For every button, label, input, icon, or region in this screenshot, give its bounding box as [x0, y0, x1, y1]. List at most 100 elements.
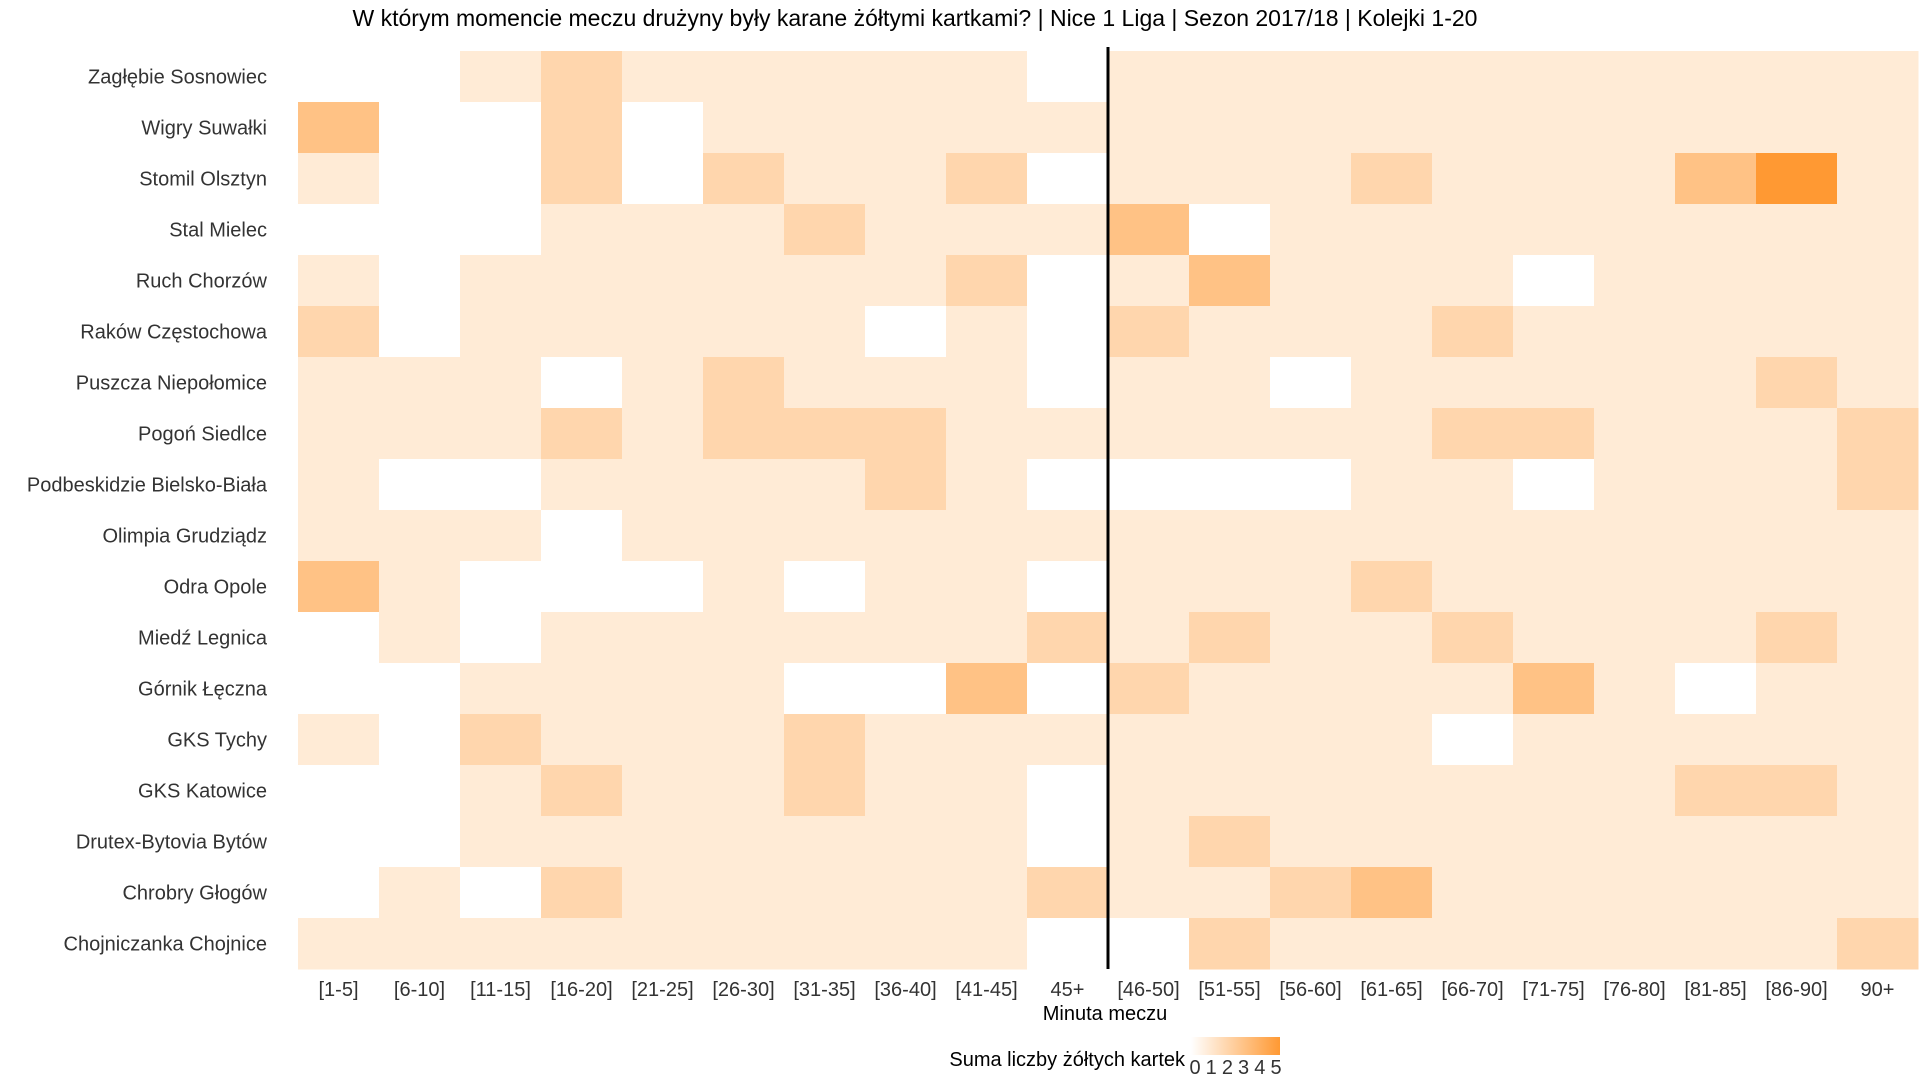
heatmap-cell	[1513, 714, 1595, 766]
y-tick-label-olimpia-grudziadz: Olimpia Grudziądz	[102, 526, 267, 548]
heatmap-cell	[865, 459, 947, 511]
heatmap-cell	[1432, 867, 1514, 919]
heatmap-cell	[1189, 255, 1271, 307]
heatmap-cell	[1594, 255, 1676, 307]
heatmap-cell	[1837, 714, 1919, 766]
heatmap-cell	[1675, 408, 1757, 460]
heatmap-cell	[379, 612, 461, 664]
heatmap-cell	[1594, 714, 1676, 766]
heatmap-cell	[460, 153, 542, 205]
heatmap-cell	[1189, 714, 1271, 766]
heatmap-cell	[1675, 867, 1757, 919]
heatmap-cell	[1756, 102, 1838, 154]
heatmap-cell	[703, 102, 785, 154]
heatmap-cell	[1027, 204, 1109, 256]
heatmap-cell	[1756, 153, 1838, 205]
heatmap-cell	[298, 306, 380, 358]
y-tick-label-puszcza-niepolomice: Puszcza Niepołomice	[76, 373, 267, 395]
heatmap-cell	[541, 255, 623, 307]
heatmap-cell	[1513, 867, 1595, 919]
legend-tick-label: 0	[1189, 1057, 1200, 1079]
heatmap-cell	[1594, 561, 1676, 613]
heatmap-cell	[946, 255, 1028, 307]
heatmap-cell	[622, 204, 704, 256]
heatmap-cell	[1270, 102, 1352, 154]
x-tick-label: [46-50]	[1117, 979, 1179, 1001]
heatmap-cell	[460, 408, 542, 460]
heatmap-cell	[541, 663, 623, 715]
heatmap-cell	[946, 204, 1028, 256]
heatmap-cell	[622, 867, 704, 919]
heatmap-cell	[784, 714, 866, 766]
heatmap-cell	[1027, 816, 1109, 868]
heatmap-cell	[622, 102, 704, 154]
heatmap-cell	[1756, 765, 1838, 817]
heatmap-cell	[865, 765, 947, 817]
y-tick-label-ruch-chorzow: Ruch Chorzów	[136, 271, 268, 293]
heatmap-cell	[541, 357, 623, 409]
heatmap-cell	[1027, 255, 1109, 307]
heatmap-cell	[622, 459, 704, 511]
heatmap-cell	[703, 612, 785, 664]
heatmap-cell	[784, 612, 866, 664]
heatmap-cell	[541, 51, 623, 103]
heatmap-cell	[541, 867, 623, 919]
heatmap-cell	[1756, 204, 1838, 256]
heatmap-cell	[1513, 612, 1595, 664]
heatmap-cell	[1513, 255, 1595, 307]
heatmap-cell	[865, 510, 947, 562]
heatmap-cell	[703, 408, 785, 460]
heatmap-cell	[1837, 306, 1919, 358]
heatmap-cell	[460, 918, 542, 970]
heatmap-cell	[1513, 51, 1595, 103]
heatmap-cell	[298, 918, 380, 970]
y-tick-label-rakow-czestochowa: Raków Częstochowa	[80, 322, 268, 344]
x-tick-label: [66-70]	[1441, 979, 1503, 1001]
heatmap-cell	[1351, 459, 1433, 511]
heatmap-cell	[1270, 918, 1352, 970]
heatmap-cell	[1108, 561, 1190, 613]
heatmap-cell	[784, 102, 866, 154]
heatmap-cell	[703, 714, 785, 766]
heatmap-cell	[1189, 459, 1271, 511]
heatmap-cell	[1756, 408, 1838, 460]
heatmap-cell	[298, 510, 380, 562]
heatmap-cell	[1594, 102, 1676, 154]
heatmap-cell	[865, 816, 947, 868]
heatmap-cells	[298, 51, 1919, 970]
heatmap-cell	[1027, 102, 1109, 154]
heatmap-cell	[784, 408, 866, 460]
heatmap-cell	[1513, 408, 1595, 460]
heatmap-cell	[703, 459, 785, 511]
heatmap-cell	[541, 306, 623, 358]
heatmap-cell	[865, 51, 947, 103]
heatmap-cell	[1756, 612, 1838, 664]
heatmap-cell	[379, 255, 461, 307]
heatmap-cell	[1756, 663, 1838, 715]
heatmap-cell	[1189, 561, 1271, 613]
x-tick-label: [11-15]	[470, 979, 531, 1001]
legend-tick-label: 5	[1270, 1057, 1281, 1079]
heatmap-cell	[1594, 408, 1676, 460]
heatmap-cell	[1513, 816, 1595, 868]
x-tick-label: 45+	[1051, 979, 1085, 1001]
x-tick-label: [36-40]	[874, 979, 936, 1001]
heatmap-cell	[1594, 204, 1676, 256]
heatmap-cell	[1189, 663, 1271, 715]
heatmap-cell	[460, 255, 542, 307]
heatmap-cell	[703, 306, 785, 358]
heatmap-cell	[298, 51, 380, 103]
heatmap-cell	[1756, 867, 1838, 919]
heatmap-cell	[784, 765, 866, 817]
heatmap-cell	[541, 816, 623, 868]
chart-title: W którym momencie meczu drużyny były kar…	[353, 5, 1478, 31]
heatmap-cell	[460, 612, 542, 664]
heatmap-cell	[784, 561, 866, 613]
heatmap-cell	[1351, 663, 1433, 715]
heatmap-cell	[1027, 408, 1109, 460]
heatmap-cell	[1756, 357, 1838, 409]
legend-color-bar	[1191, 1037, 1280, 1055]
heatmap-cell	[1351, 255, 1433, 307]
heatmap-cell	[622, 612, 704, 664]
y-tick-label-miedz-legnica: Miedź Legnica	[138, 628, 268, 650]
